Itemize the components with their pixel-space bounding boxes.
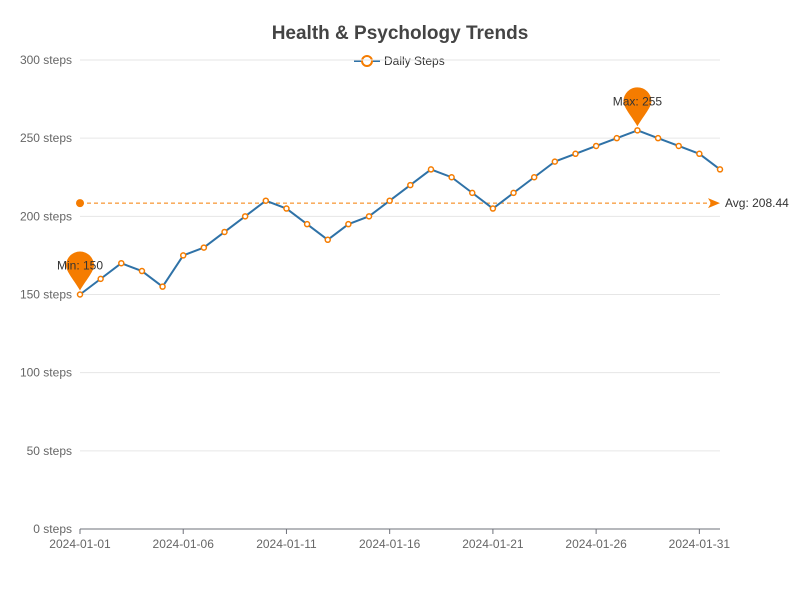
data-point[interactable]: [654, 134, 662, 142]
y-tick-label: 100 steps: [20, 366, 72, 380]
data-point[interactable]: [241, 213, 249, 220]
average-line: Avg: 208.44: [76, 196, 789, 210]
data-point[interactable]: [179, 252, 187, 259]
data-point[interactable]: [262, 197, 270, 204]
data-point[interactable]: [448, 174, 455, 181]
data-point[interactable]: [345, 220, 352, 228]
y-tick-label: 300 steps: [20, 53, 72, 67]
data-point[interactable]: [530, 174, 538, 181]
y-tick-label: 200 steps: [20, 209, 72, 223]
data-point[interactable]: [159, 283, 166, 290]
series-daily-steps: [76, 127, 724, 298]
data-point[interactable]: [324, 236, 331, 244]
annotations: Max: 255 Min: 150: [57, 87, 663, 291]
x-tick-label: 2024-01-16: [359, 537, 421, 551]
data-point[interactable]: [118, 259, 125, 267]
series-line-daily-steps: [79, 129, 721, 296]
legend-marker-icon: [361, 55, 373, 67]
data-point[interactable]: [407, 181, 414, 189]
data-point[interactable]: [303, 220, 311, 228]
data-point[interactable]: [221, 228, 228, 236]
legend[interactable]: Daily Steps: [354, 54, 445, 68]
average-label: Avg: 208.44: [725, 196, 789, 210]
data-point[interactable]: [469, 189, 476, 197]
data-point[interactable]: [365, 213, 373, 220]
x-tick-label: 2024-01-11: [256, 537, 317, 551]
average-line-arrow-icon: [708, 198, 720, 209]
data-point[interactable]: [200, 244, 208, 251]
average-line-start-marker: [76, 199, 84, 208]
data-point[interactable]: [138, 267, 146, 275]
min-pin-icon: [66, 251, 94, 291]
data-point[interactable]: [386, 197, 393, 204]
data-point[interactable]: [427, 166, 435, 173]
data-point[interactable]: [675, 142, 682, 150]
x-tick-label: 2024-01-06: [153, 537, 215, 551]
legend-label-daily-steps: Daily Steps: [384, 54, 445, 68]
data-point[interactable]: [97, 275, 104, 283]
data-point[interactable]: [634, 127, 641, 134]
x-tick-label: 2024-01-31: [669, 537, 731, 551]
max-pin-icon: [623, 87, 652, 127]
axes: 0 steps 50 steps 100 steps 150 steps 200 ste…: [20, 53, 730, 551]
x-tick-label: 2024-01-21: [462, 537, 524, 551]
y-tick-label: 50 steps: [27, 444, 72, 458]
data-point[interactable]: [76, 291, 84, 298]
chart-title: Health & Psychology Trends: [272, 23, 529, 44]
max-label: Max: 255: [613, 94, 663, 108]
data-point[interactable]: [510, 189, 517, 197]
y-tick-label: 250 steps: [20, 131, 72, 145]
grid: [80, 59, 720, 452]
data-point[interactable]: [572, 150, 579, 158]
data-point[interactable]: [592, 142, 600, 150]
data-point[interactable]: [716, 166, 724, 173]
data-point[interactable]: [551, 158, 559, 165]
y-tick-label: 150 steps: [20, 288, 72, 302]
y-tick-label: 0 steps: [33, 522, 72, 536]
min-label: Min: 150: [57, 259, 103, 273]
data-point[interactable]: [696, 150, 703, 158]
x-tick-label: 2024-01-01: [49, 537, 111, 551]
data-point[interactable]: [613, 134, 621, 142]
data-point[interactable]: [283, 205, 290, 212]
data-point[interactable]: [489, 205, 497, 212]
x-tick-label: 2024-01-26: [565, 537, 627, 551]
